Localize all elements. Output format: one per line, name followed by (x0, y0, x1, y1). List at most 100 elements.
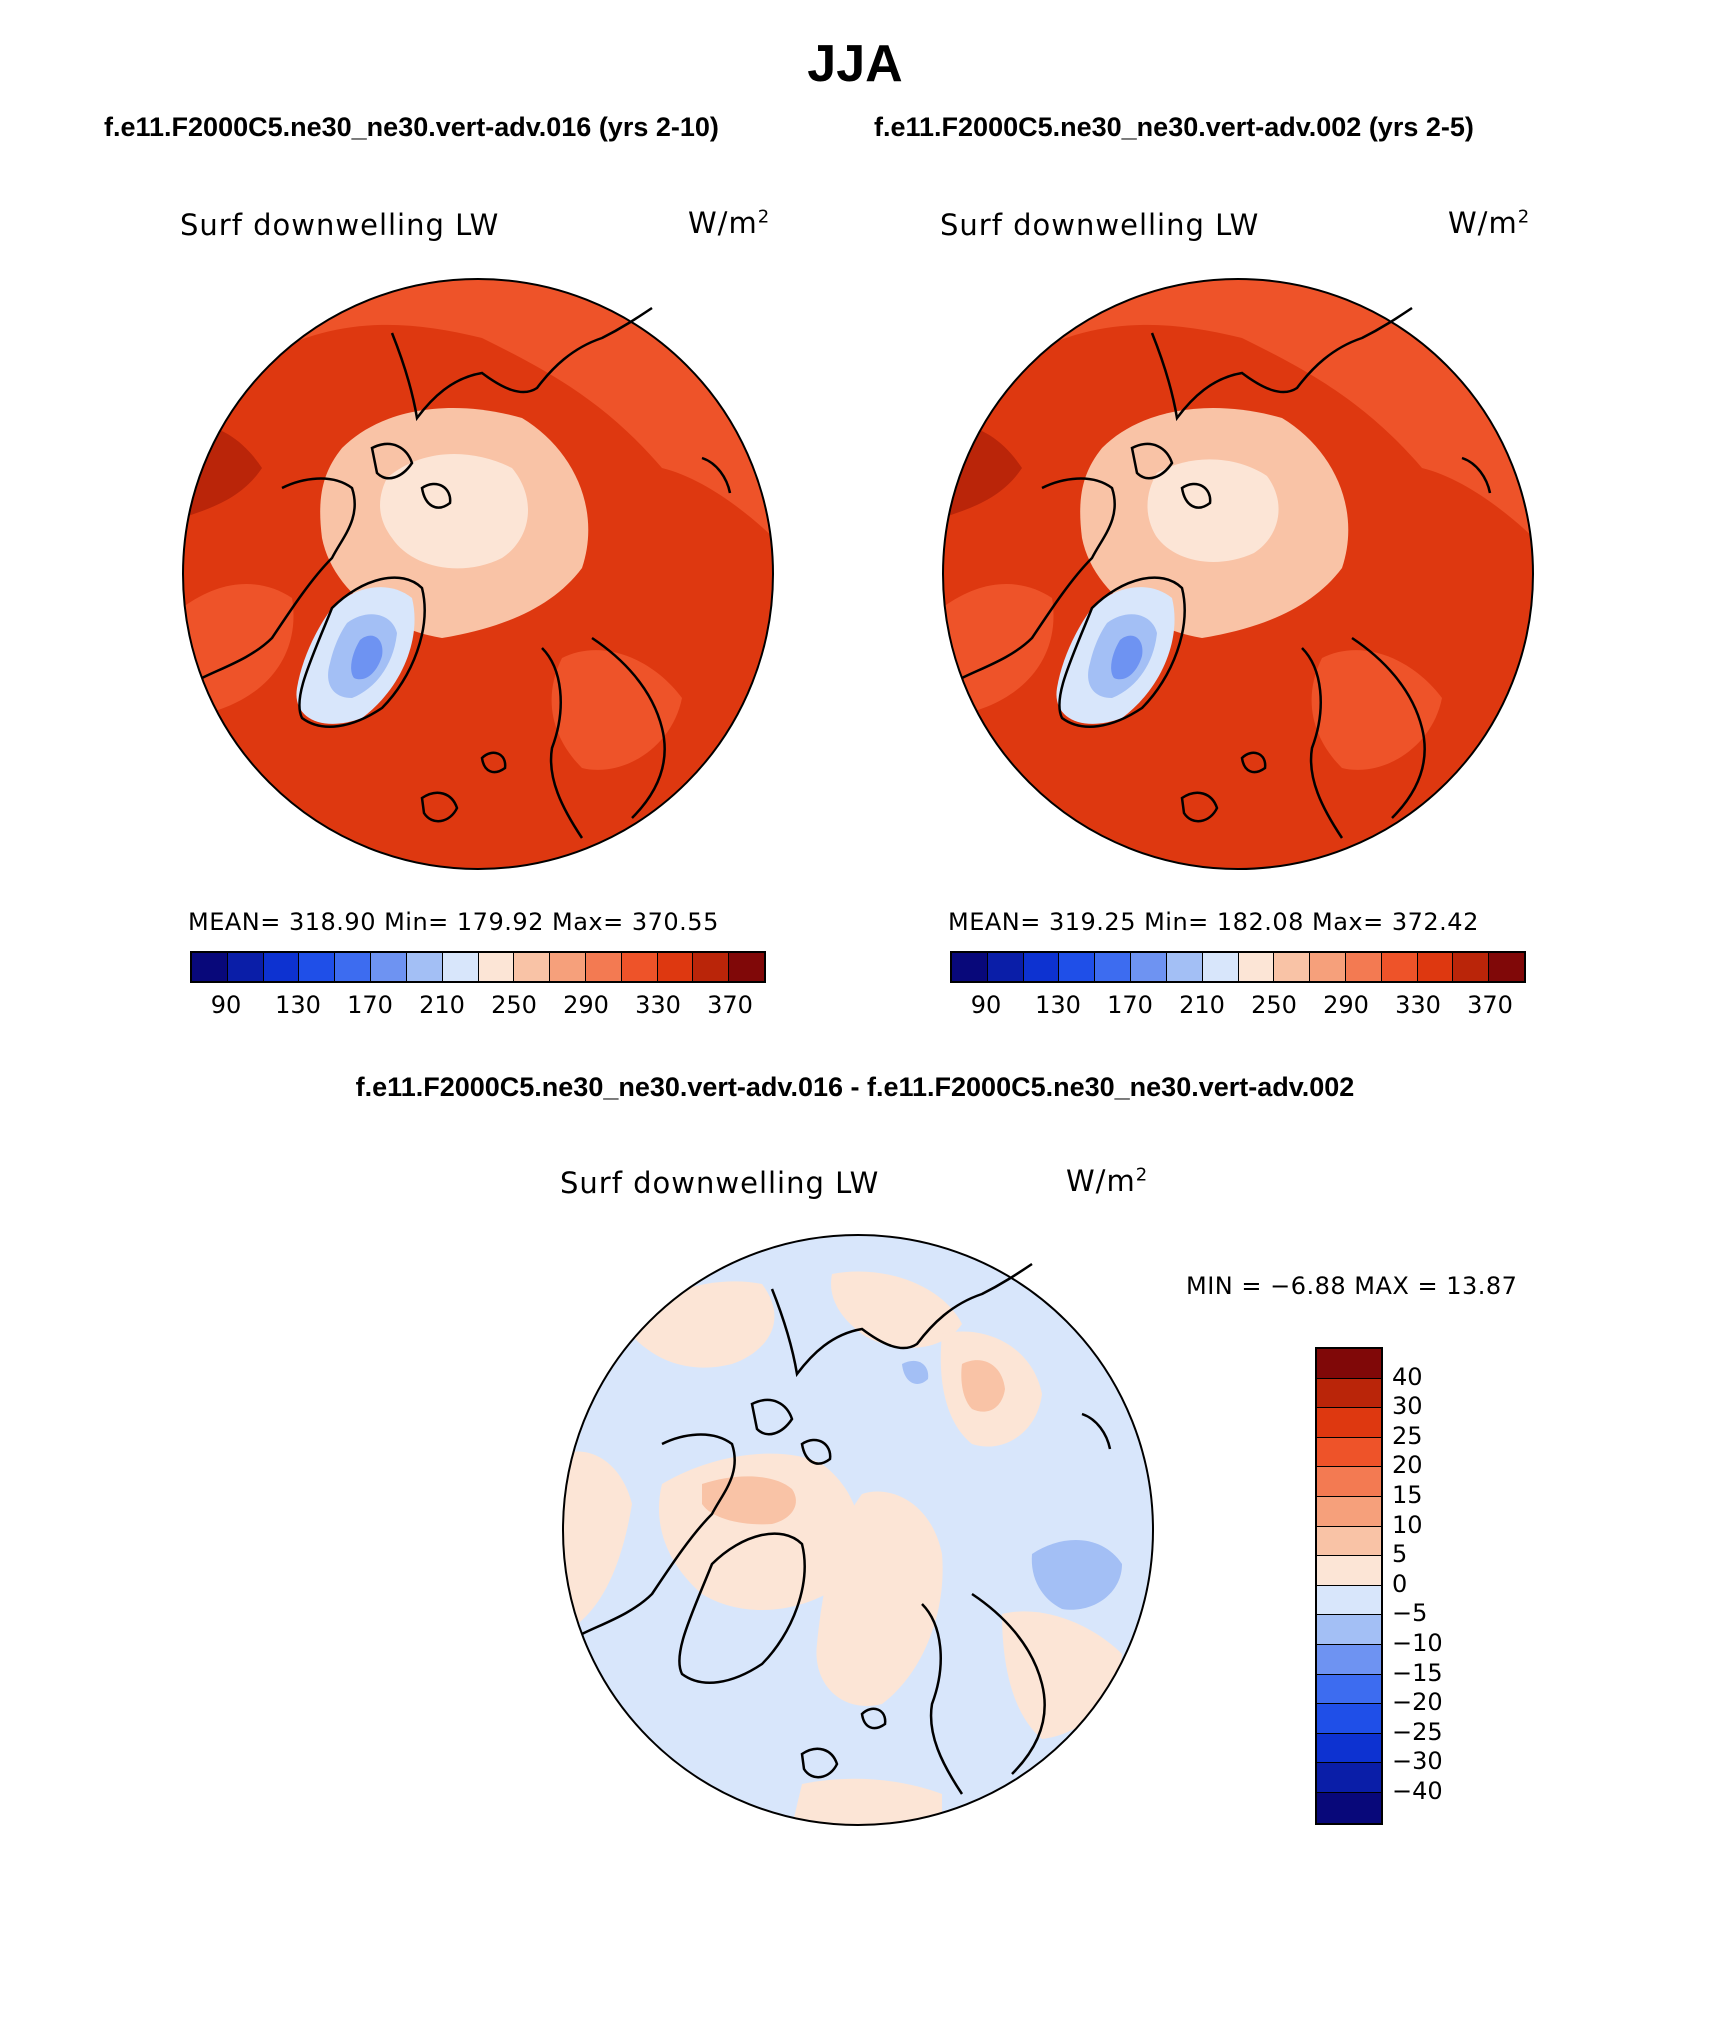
panel-b-colorbar-swatch (1489, 953, 1524, 981)
panel-a-colorbar-swatch (335, 953, 372, 981)
diff-colorbar-tick-label: −30 (1392, 1747, 1443, 1776)
figure-title: JJA (807, 35, 903, 93)
diff-colorbar-tick-label: −25 (1392, 1717, 1443, 1746)
panel-a-colorbar-tick-label: 370 (707, 991, 753, 1019)
diff-colorbar-swatch (1317, 1467, 1381, 1497)
panel-a-colorbar-tick-label: 130 (275, 991, 321, 1019)
diff-colorbar-swatch (1317, 1408, 1381, 1438)
diff-colorbar-swatch (1317, 1644, 1381, 1675)
panel-a-colorbar-swatch (227, 953, 264, 981)
panel-b-colorbar (950, 951, 1526, 983)
panel-a-colorbar-swatch (729, 953, 764, 981)
panel-a-colorbar-tick-label: 330 (635, 991, 681, 1019)
panel-b-colorbar-swatch (1381, 953, 1418, 981)
panel-b-colorbar-swatch (1274, 953, 1311, 981)
diff-colorbar-swatch (1317, 1792, 1381, 1823)
panel-a-field-label: Surf downwelling LW (180, 208, 500, 242)
panel-a-colorbar-ticks: 90 130 170 210 250 290 330 370 (190, 991, 766, 1021)
diff-colorbar-swatch (1317, 1733, 1381, 1764)
panel-b-colorbar-tick-label: 290 (1323, 991, 1369, 1019)
panel-a-colorbar-swatch (406, 953, 443, 981)
panel-a-colorbar-tick-label: 210 (419, 991, 465, 1019)
diff-colorbar-ticks: 40 30 25 20 15 10 5 0 −5 −10 −15 −20 −25 −30 −40 (1392, 1347, 1492, 1823)
panel-b-colorbar-swatch (1417, 953, 1454, 981)
panel-a-colorbar-tick-label: 250 (491, 991, 537, 1019)
diff-colorbar-swatch (1317, 1556, 1381, 1586)
panel-b-colorbar-swatch (1131, 953, 1167, 981)
diff-colorbar-tick-label: −5 (1392, 1599, 1428, 1628)
diff-colorbar-tick-label: 30 (1392, 1392, 1423, 1421)
panel-b-colorbar-tick-label: 170 (1107, 991, 1153, 1019)
panel-b-colorbar-swatch (1345, 953, 1382, 981)
panel-a-colorbar-swatch (585, 953, 622, 981)
panel-b-colorbar-swatch (952, 953, 988, 981)
panel-a-colorbar-swatch (442, 953, 479, 981)
diff-colorbar-swatch (1317, 1496, 1381, 1527)
case-b-title: f.e11.F2000C5.ne30_ne30.vert-adv.002 (yr… (874, 112, 1474, 142)
panel-b-colorbar-swatch (1023, 953, 1060, 981)
panel-a-colorbar-tick-label: 170 (347, 991, 393, 1019)
panel-a-colorbar-swatch (299, 953, 336, 981)
panel-b-field-label: Surf downwelling LW (940, 208, 1260, 242)
diff-colorbar-tick-label: 40 (1392, 1362, 1423, 1391)
panel-b-colorbar-swatch (1166, 953, 1203, 981)
panel-a-colorbar-swatch (192, 953, 228, 981)
diff-minmax: MIN = −6.88 MAX = 13.87 (1186, 1272, 1518, 1300)
diff-colorbar-tick-label: −20 (1392, 1688, 1443, 1717)
panel-b-colorbar-swatch (1095, 953, 1132, 981)
diff-colorbar-swatch (1317, 1704, 1381, 1734)
panel-b-colorbar-swatch (1202, 953, 1239, 981)
diff-colorbar-tick-label: 15 (1392, 1481, 1423, 1509)
panel-a-colorbar (190, 951, 766, 983)
panel-a-colorbar-tick-label: 90 (210, 991, 242, 1019)
diff-colorbar-tick-label: −40 (1392, 1777, 1443, 1805)
panel-b-colorbar-swatch (1059, 953, 1096, 981)
diff-polar-map (562, 1234, 1154, 1826)
panel-a-colorbar-swatch (478, 953, 515, 981)
panel-b-stats: MEAN= 319.25 Min= 182.08 Max= 372.42 (948, 908, 1479, 936)
panel-b-colorbar-tick-label: 370 (1467, 991, 1513, 1019)
panel-a-colorbar-swatch (657, 953, 694, 981)
panel-b-colorbar-swatch (987, 953, 1024, 981)
diff-colorbar-swatch (1317, 1349, 1381, 1379)
panel-b-units: W/m2 (1448, 206, 1531, 240)
panel-a-colorbar-swatch (371, 953, 407, 981)
panel-a-colorbar-swatch (693, 953, 730, 981)
panel-b-colorbar-tick-label: 130 (1035, 991, 1081, 1019)
diff-colorbar-swatch (1317, 1378, 1381, 1409)
diff-colorbar-tick-label: 0 (1392, 1569, 1408, 1598)
panel-b-colorbar-tick-label: 210 (1179, 991, 1225, 1019)
panel-b-colorbar-swatch (1453, 953, 1490, 981)
case-a-title: f.e11.F2000C5.ne30_ne30.vert-adv.016 (yr… (104, 112, 719, 142)
panel-a-colorbar-tick-label: 290 (563, 991, 609, 1019)
panel-a-colorbar-swatch (550, 953, 586, 981)
panel-a-units: W/m2 (688, 206, 771, 240)
panel-b-colorbar-swatch (1238, 953, 1275, 981)
diff-colorbar-tick-label: −10 (1392, 1629, 1443, 1657)
diff-colorbar-swatch (1317, 1674, 1381, 1705)
diff-colorbar-tick-label: 25 (1392, 1421, 1423, 1450)
panel-b-colorbar-tick-label: 250 (1251, 991, 1297, 1019)
diff-colorbar (1315, 1347, 1383, 1825)
diff-colorbar-tick-label: 10 (1392, 1510, 1423, 1539)
panel-a-colorbar-swatch (514, 953, 551, 981)
panel-b-colorbar-swatch (1310, 953, 1346, 981)
panel-b-colorbar-tick-label: 90 (970, 991, 1002, 1019)
panel-a-polar-map (182, 278, 774, 870)
diff-colorbar-swatch (1317, 1585, 1381, 1616)
diff-units: W/m2 (1066, 1164, 1149, 1198)
diff-colorbar-swatch (1317, 1526, 1381, 1557)
diff-colorbar-swatch (1317, 1615, 1381, 1645)
diff-colorbar-swatch (1317, 1763, 1381, 1793)
panel-a-colorbar-swatch (263, 953, 300, 981)
diff-colorbar-swatch (1317, 1437, 1381, 1468)
diff-colorbar-tick-label: 5 (1392, 1540, 1408, 1569)
diff-colorbar-tick-label: −15 (1392, 1658, 1443, 1687)
panel-b-polar-map (942, 278, 1534, 870)
panel-a-colorbar-swatch (621, 953, 658, 981)
panel-a-stats: MEAN= 318.90 Min= 179.92 Max= 370.55 (188, 908, 719, 936)
diff-colorbar-tick-label: 20 (1392, 1451, 1423, 1480)
difference-title: f.e11.F2000C5.ne30_ne30.vert-adv.016 - f… (355, 1072, 1355, 1102)
panel-b-colorbar-tick-label: 330 (1395, 991, 1441, 1019)
diff-field-label: Surf downwelling LW (560, 1166, 880, 1200)
